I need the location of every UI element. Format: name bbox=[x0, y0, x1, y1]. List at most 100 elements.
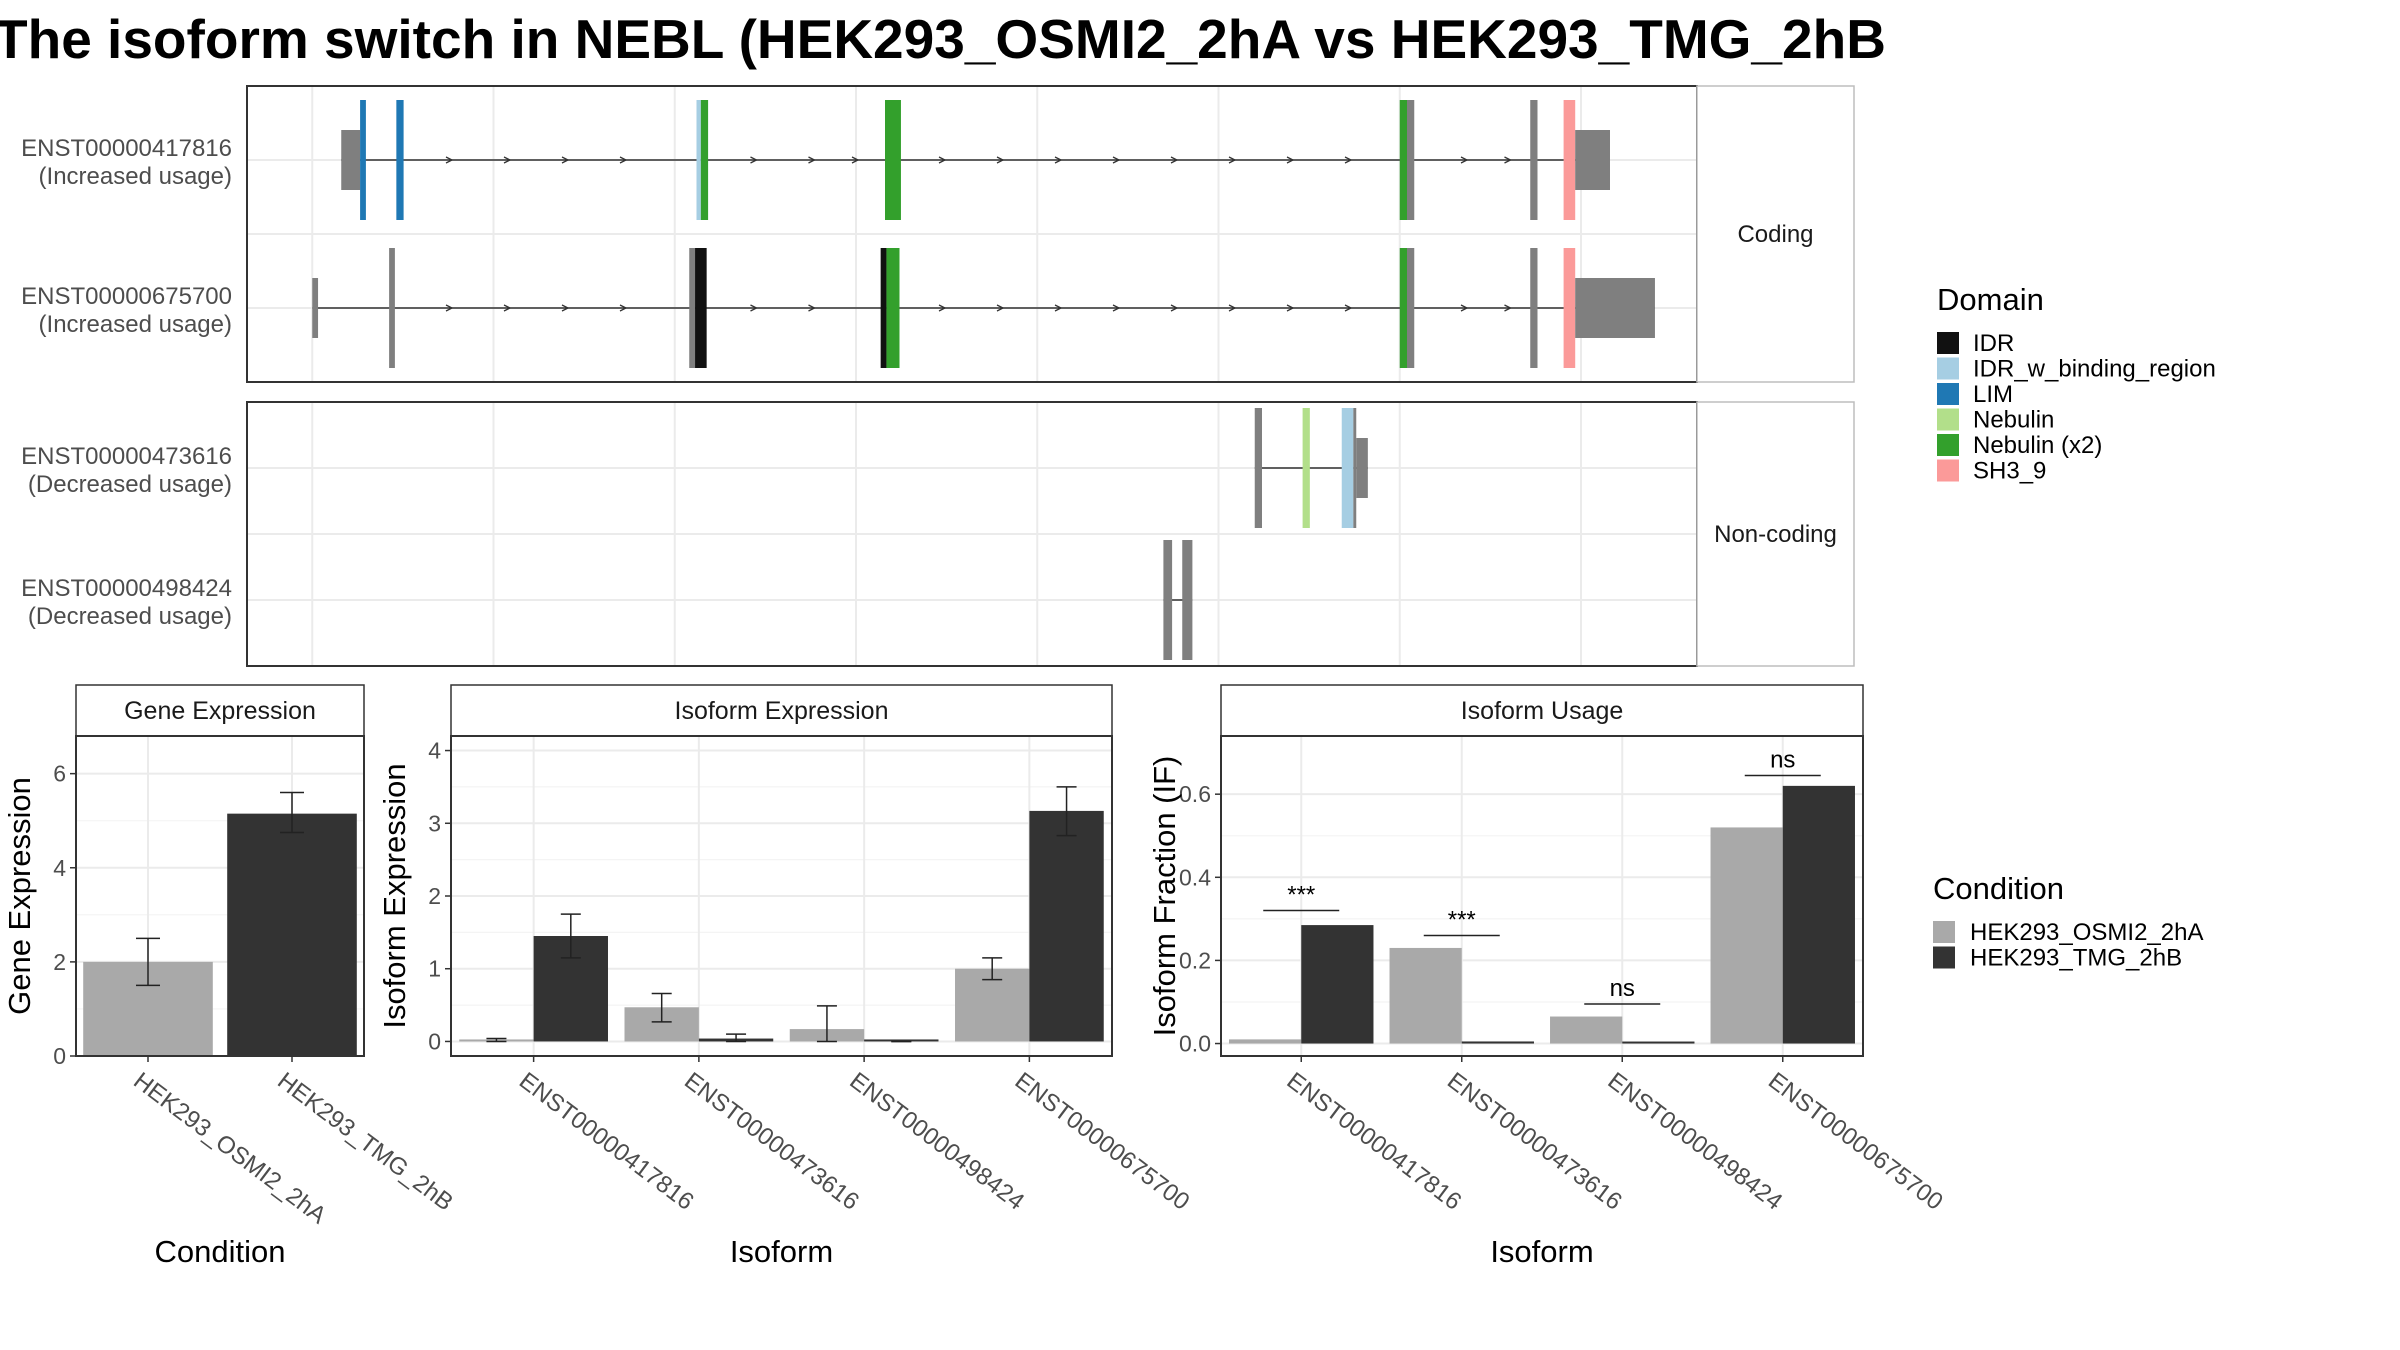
x-tick-label: ENST00000417816 bbox=[514, 1067, 699, 1215]
y-tick-label: 6 bbox=[53, 761, 66, 787]
direction-arrow bbox=[1286, 304, 1295, 312]
bar-charts: Gene Expression0246HEK293_OSMI2_2hAHEK29… bbox=[2, 684, 1948, 1269]
chart-border bbox=[1220, 735, 1864, 1057]
y-tick-label: 0 bbox=[53, 1043, 66, 1069]
y-tick-label: 0 bbox=[428, 1028, 441, 1054]
x-tick-label: ENST00000675700 bbox=[1010, 1067, 1195, 1215]
y-tick-label: 3 bbox=[428, 810, 441, 836]
y-tick-label: 4 bbox=[428, 738, 441, 764]
structure-panel-1: ENST00000473616(Decreased usage)ENST0000… bbox=[21, 401, 1855, 667]
legend-title: Domain bbox=[1937, 282, 2044, 317]
direction-arrow bbox=[1504, 304, 1512, 312]
chart-2: Isoform Usage *** *** ns ns 0.0 0.2 0.4 0.6 ENST0… bbox=[1147, 684, 1948, 1269]
transcript-1: ENST00000675700(Increased usage) bbox=[21, 248, 1655, 368]
direction-arrow bbox=[996, 156, 1005, 164]
chart-title: Isoform Usage bbox=[1461, 697, 1624, 725]
exon bbox=[1254, 408, 1262, 528]
transcript-0: ENST00000473616(Decreased usage) bbox=[21, 408, 1368, 528]
transcript-0: ENST00000417816(Increased usage) bbox=[21, 100, 1610, 220]
bar bbox=[1389, 947, 1462, 1044]
direction-arrow bbox=[561, 304, 570, 312]
bar bbox=[1782, 785, 1855, 1044]
x-tick-label: ENST00000473616 bbox=[679, 1067, 864, 1215]
exon bbox=[1399, 100, 1407, 220]
transcript-structure-plot: ENST00000417816(Increased usage)ENST0000… bbox=[21, 85, 1855, 667]
exon bbox=[700, 100, 709, 220]
exon bbox=[1302, 408, 1310, 528]
significance-label: *** bbox=[1287, 882, 1315, 909]
chart-1: Isoform Expression01234ENST00000417816EN… bbox=[377, 684, 1195, 1269]
transcript-usage-label: (Increased usage) bbox=[39, 311, 232, 338]
significance-label: *** bbox=[1448, 906, 1476, 933]
exon bbox=[1563, 100, 1576, 220]
legend-label: HEK293_OSMI2_2hA bbox=[1970, 919, 2203, 946]
direction-arrow bbox=[619, 156, 628, 164]
significance-label: ns bbox=[1770, 746, 1795, 773]
x-tick-label: ENST00000675700 bbox=[1763, 1067, 1948, 1215]
exon bbox=[1182, 540, 1193, 660]
direction-arrow bbox=[1112, 304, 1121, 312]
bar bbox=[1229, 1039, 1302, 1044]
legend-swatch bbox=[1933, 921, 1955, 943]
legend-label: Nebulin (x2) bbox=[1973, 432, 2102, 459]
y-tick-label: 1 bbox=[428, 956, 441, 982]
strip-label: Coding bbox=[1737, 221, 1813, 248]
direction-arrow bbox=[938, 156, 947, 164]
direction-arrow bbox=[1344, 304, 1353, 312]
chart-strip bbox=[1220, 684, 1864, 737]
exon bbox=[689, 248, 696, 368]
legend-label: IDR bbox=[1973, 330, 2014, 357]
direction-arrow bbox=[1286, 156, 1295, 164]
direction-arrow bbox=[808, 304, 816, 312]
legend-swatch bbox=[1933, 946, 1955, 969]
legend-swatch bbox=[1937, 332, 1959, 354]
y-axis-label: Isoform Expression bbox=[377, 763, 412, 1028]
exon bbox=[1575, 278, 1655, 338]
exon bbox=[1399, 248, 1407, 368]
bar bbox=[1301, 925, 1374, 1044]
transcript-label: ENST00000675700 bbox=[21, 283, 232, 310]
direction-arrow bbox=[1054, 156, 1063, 164]
y-tick-label: 0.2 bbox=[1179, 947, 1211, 973]
exon bbox=[880, 248, 887, 368]
exon bbox=[341, 130, 361, 190]
x-tick-label: ENST00000417816 bbox=[1282, 1067, 1467, 1215]
direction-arrow bbox=[1228, 304, 1237, 312]
y-tick-label: 0.4 bbox=[1179, 864, 1211, 890]
legend-label: LIM bbox=[1973, 381, 2013, 408]
exon bbox=[312, 278, 319, 338]
legend-label: Nebulin bbox=[1973, 407, 2054, 434]
exon bbox=[389, 248, 395, 368]
exon bbox=[1530, 248, 1538, 368]
x-axis-label: Condition bbox=[155, 1234, 286, 1269]
exon bbox=[886, 248, 900, 368]
exon bbox=[1353, 408, 1357, 528]
bar bbox=[1710, 827, 1783, 1044]
bar bbox=[864, 1039, 939, 1042]
exon bbox=[1407, 100, 1415, 220]
x-tick-label: ENST00000473616 bbox=[1442, 1067, 1627, 1215]
legend-label: SH3_9 bbox=[1973, 458, 2046, 485]
chart-title: Isoform Expression bbox=[675, 697, 889, 725]
direction-arrow bbox=[1170, 156, 1179, 164]
transcript-1: ENST00000498424(Decreased usage) bbox=[21, 540, 1193, 660]
x-axis-label: Isoform bbox=[1490, 1234, 1593, 1269]
y-axis-label: Gene Expression bbox=[2, 777, 37, 1015]
direction-arrow bbox=[503, 156, 512, 164]
direction-arrow bbox=[1504, 156, 1512, 164]
exon bbox=[1163, 540, 1173, 660]
x-tick-label: ENST00000498424 bbox=[845, 1067, 1030, 1215]
transcript-label: ENST00000498424 bbox=[21, 575, 232, 602]
bar bbox=[1029, 810, 1104, 1042]
x-axis-label: Isoform bbox=[730, 1234, 833, 1269]
direction-arrow bbox=[750, 304, 758, 312]
transcript-label: ENST00000417816 bbox=[21, 135, 232, 162]
exon bbox=[1341, 408, 1354, 528]
direction-arrow bbox=[1054, 304, 1063, 312]
y-tick-label: 4 bbox=[53, 855, 66, 881]
x-tick-label: ENST00000498424 bbox=[1603, 1067, 1788, 1215]
exon bbox=[885, 100, 901, 220]
chart-border bbox=[75, 735, 365, 1057]
exon bbox=[695, 248, 707, 368]
y-tick-label: 2 bbox=[53, 949, 66, 975]
